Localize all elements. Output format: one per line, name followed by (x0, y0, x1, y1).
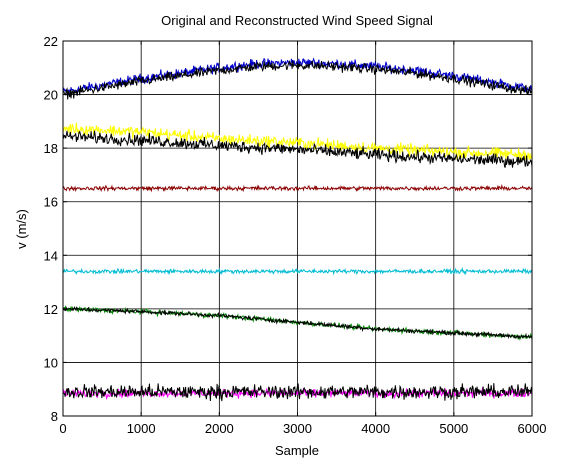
y-tick-label: 12 (44, 302, 58, 317)
series-line-2 (62, 59, 533, 100)
x-tick-label: 1000 (127, 421, 156, 436)
series-line-8 (62, 306, 533, 340)
axes: 0 1000 2000 3000 4000 5000 6000 8 10 12 14 16 18 20 22 (44, 34, 547, 436)
x-tick-label: 3000 (283, 421, 312, 436)
series-line-3 (62, 122, 533, 163)
series-line-4 (62, 130, 533, 168)
x-tick-label: 2000 (205, 421, 234, 436)
y-tick-label: 14 (44, 248, 58, 263)
series-line-10 (62, 383, 533, 402)
y-tick-label: 18 (44, 141, 58, 156)
series-line-5 (62, 183, 533, 193)
y-tick-label: 20 (44, 88, 58, 103)
y-tick-label: 16 (44, 195, 58, 210)
chart-title: Original and Reconstructed Wind Speed Si… (161, 13, 433, 28)
x-tick-label: 4000 (361, 421, 390, 436)
series-line-6 (62, 266, 533, 276)
y-tick-label: 22 (44, 34, 58, 49)
y-tick-label: 10 (44, 355, 58, 370)
y-axis-label: v (m/s) (14, 209, 29, 249)
grid (63, 41, 532, 416)
x-tick-label: 0 (59, 421, 66, 436)
x-tick-label: 6000 (518, 421, 547, 436)
x-axis-label: Sample (275, 443, 319, 458)
x-tick-label: 5000 (439, 421, 468, 436)
y-tick-label: 8 (51, 409, 58, 424)
plot-series (62, 57, 533, 402)
